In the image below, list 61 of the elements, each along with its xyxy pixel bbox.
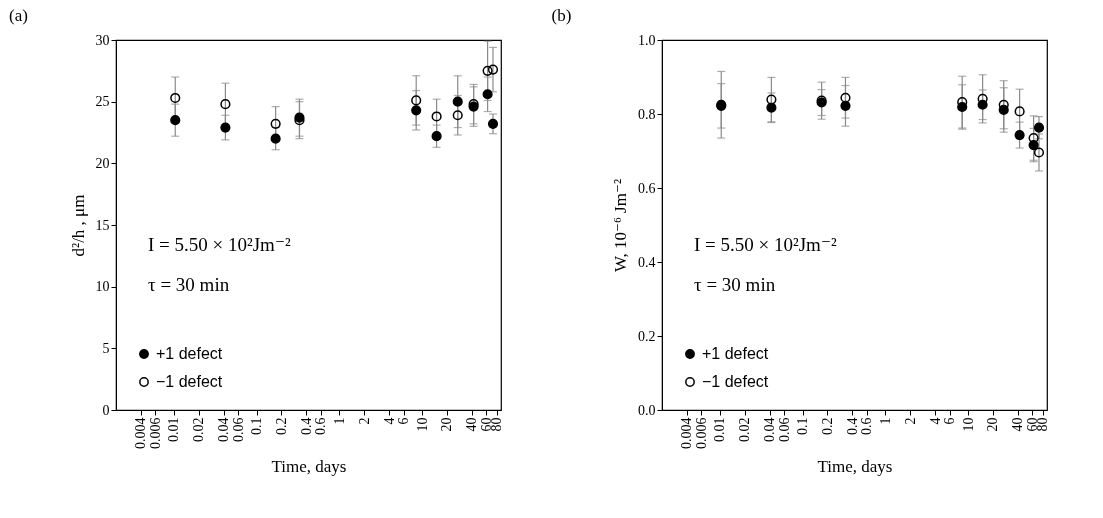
x-tick-label: 4 <box>927 417 943 425</box>
annotation: I = 5.50 × 10²Jm⁻² <box>148 234 291 256</box>
chart-title: (a) <box>9 6 28 25</box>
y-tick-label: 25 <box>95 94 110 110</box>
x-tick-label: 0.004 <box>133 417 149 449</box>
x-axis-title: Time, days <box>817 457 893 476</box>
x-tick-label: 0.06 <box>776 417 792 442</box>
x-tick-label: 10 <box>960 417 976 432</box>
y-tick-label: 30 <box>95 32 110 48</box>
x-tick-label: 0.006 <box>693 417 709 449</box>
y-tick-label: 5 <box>102 340 110 356</box>
annotation: I = 5.50 × 10²Jm⁻² <box>694 234 837 256</box>
legend-label: +1 defect <box>156 345 223 362</box>
legend-label: −1 defect <box>156 373 223 390</box>
y-tick-label: 0.0 <box>638 402 656 418</box>
chart-title: (b) <box>551 6 572 25</box>
x-tick-label: 4 <box>381 417 397 425</box>
x-tick-label: 0.004 <box>679 417 695 449</box>
y-tick-label: 0.6 <box>638 180 656 196</box>
x-tick-label: 10 <box>414 417 430 432</box>
x-tick-label: 0.04 <box>762 417 778 442</box>
y-tick-label: 1.0 <box>638 32 656 48</box>
y-tick-label: 15 <box>95 217 110 233</box>
x-tick-label: 20 <box>439 417 455 432</box>
x-tick-label: 0.04 <box>216 417 232 442</box>
x-tick-label: 6 <box>396 417 412 425</box>
legend-label: −1 defect <box>702 373 769 390</box>
x-axis-title: Time, days <box>271 457 347 476</box>
x-tick-label: 1 <box>331 417 347 425</box>
x-tick-label: 40 <box>1010 417 1026 432</box>
annotation: τ = 30 min <box>148 274 230 296</box>
y-axis-title: W, 10⁻⁶ Jm⁻² <box>611 178 630 273</box>
x-tick-label: 0.4 <box>844 417 860 435</box>
x-tick-label: 2 <box>356 417 372 425</box>
x-tick-label: 40 <box>464 417 480 432</box>
y-tick-label: 10 <box>95 279 110 295</box>
x-tick-label: 0.06 <box>230 417 246 442</box>
legend-label: +1 defect <box>702 345 769 362</box>
x-tick-label: 0.1 <box>795 417 811 435</box>
y-tick-label: 0.8 <box>638 106 656 122</box>
x-tick-label: 0.6 <box>859 417 875 435</box>
x-tick-label: 1 <box>877 417 893 425</box>
x-tick-label: 0.6 <box>313 417 329 435</box>
x-tick-label: 0.2 <box>273 417 289 435</box>
x-tick-label: 0.01 <box>166 417 182 442</box>
x-tick-label: 0.02 <box>191 417 207 442</box>
y-tick-label: 0 <box>102 402 110 418</box>
x-tick-label: 0.01 <box>712 417 728 442</box>
x-tick-label: 0.2 <box>819 417 835 435</box>
annotation: τ = 30 min <box>694 274 776 296</box>
x-tick-label: 6 <box>942 417 958 425</box>
y-axis-title: d²/h , μm <box>68 194 88 257</box>
x-tick-label: 0.4 <box>298 417 314 435</box>
y-tick-label: 20 <box>95 155 110 171</box>
x-tick-label: 0.006 <box>147 417 163 449</box>
y-tick-label: 0.4 <box>638 254 656 270</box>
y-tick-label: 0.2 <box>638 328 656 344</box>
x-tick-label: 2 <box>902 417 918 425</box>
x-tick-label: 0.02 <box>737 417 753 442</box>
x-tick-label: 0.1 <box>249 417 265 435</box>
x-tick-label: 20 <box>985 417 1001 432</box>
